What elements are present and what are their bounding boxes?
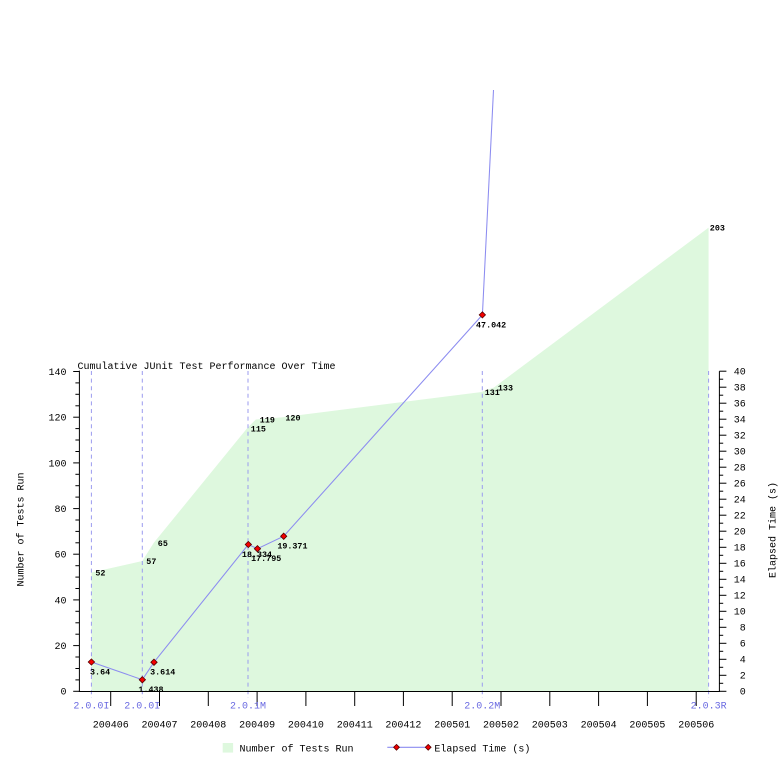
svg-text:Cumulative JUnit Test Performa: Cumulative JUnit Test Performance Over T… [78,361,336,373]
svg-text:2: 2 [740,672,746,683]
svg-text:131: 131 [485,388,500,398]
svg-text:20: 20 [54,642,66,653]
svg-text:Number of Tests Run: Number of Tests Run [16,472,28,586]
svg-text:3.614: 3.614 [150,668,175,678]
svg-text:200504: 200504 [581,720,617,731]
svg-text:40: 40 [54,596,66,607]
svg-text:3.64: 3.64 [90,667,110,677]
svg-text:28: 28 [734,464,746,475]
svg-text:47.042: 47.042 [476,320,506,330]
svg-text:2.0.3R: 2.0.3R [691,702,727,713]
svg-text:200505: 200505 [629,720,665,731]
svg-text:133: 133 [498,384,513,394]
svg-text:60: 60 [54,551,66,562]
svg-text:6: 6 [740,640,746,651]
svg-text:24: 24 [734,496,746,507]
svg-text:200501: 200501 [434,720,470,731]
svg-text:200410: 200410 [288,720,324,731]
svg-text:16: 16 [734,560,746,571]
svg-text:65: 65 [158,539,168,549]
svg-text:115: 115 [251,425,266,435]
svg-text:20: 20 [734,528,746,539]
svg-text:0: 0 [60,688,66,699]
svg-text:100: 100 [48,459,66,470]
svg-text:200502: 200502 [483,720,519,731]
svg-text:140: 140 [48,368,66,379]
svg-text:17.795: 17.795 [251,554,281,564]
svg-text:10: 10 [734,608,746,619]
svg-text:36: 36 [734,400,746,411]
svg-text:26: 26 [734,480,746,491]
svg-text:30: 30 [734,448,746,459]
svg-text:2.0.0I: 2.0.0I [124,702,160,713]
svg-text:120: 120 [285,413,300,423]
svg-text:Elapsed Time (s): Elapsed Time (s) [768,482,780,578]
svg-text:8: 8 [740,624,746,635]
svg-text:2.0.2M: 2.0.2M [464,702,500,713]
svg-text:200406: 200406 [93,720,129,731]
svg-text:18.334: 18.334 [242,550,272,560]
svg-text:14: 14 [734,576,746,587]
svg-text:34: 34 [734,416,746,427]
svg-text:1.438: 1.438 [138,685,163,695]
svg-text:203: 203 [710,224,725,234]
svg-text:200407: 200407 [141,720,177,731]
svg-text:38: 38 [734,384,746,395]
svg-text:200411: 200411 [337,720,373,731]
svg-text:4: 4 [740,656,746,667]
svg-text:119: 119 [260,416,275,426]
svg-text:80: 80 [54,505,66,516]
svg-text:200506: 200506 [678,720,714,731]
svg-text:Number of Tests Run: Number of Tests Run [240,743,354,755]
svg-text:Elapsed Time (s): Elapsed Time (s) [434,743,530,755]
svg-text:52: 52 [95,569,105,579]
svg-text:18: 18 [734,544,746,555]
svg-text:22: 22 [734,512,746,523]
svg-text:12: 12 [734,592,746,603]
svg-text:200412: 200412 [385,720,421,731]
svg-text:2.0.0I: 2.0.0I [73,702,109,713]
svg-text:200408: 200408 [190,720,226,731]
svg-text:19.371: 19.371 [277,542,307,552]
svg-text:40: 40 [734,368,746,379]
svg-text:200409: 200409 [239,720,275,731]
svg-text:2.0.1M: 2.0.1M [230,702,266,713]
svg-text:200503: 200503 [532,720,568,731]
svg-text:0: 0 [740,688,746,699]
svg-text:32: 32 [734,432,746,443]
svg-text:120: 120 [48,414,66,425]
svg-text:57: 57 [146,557,156,567]
